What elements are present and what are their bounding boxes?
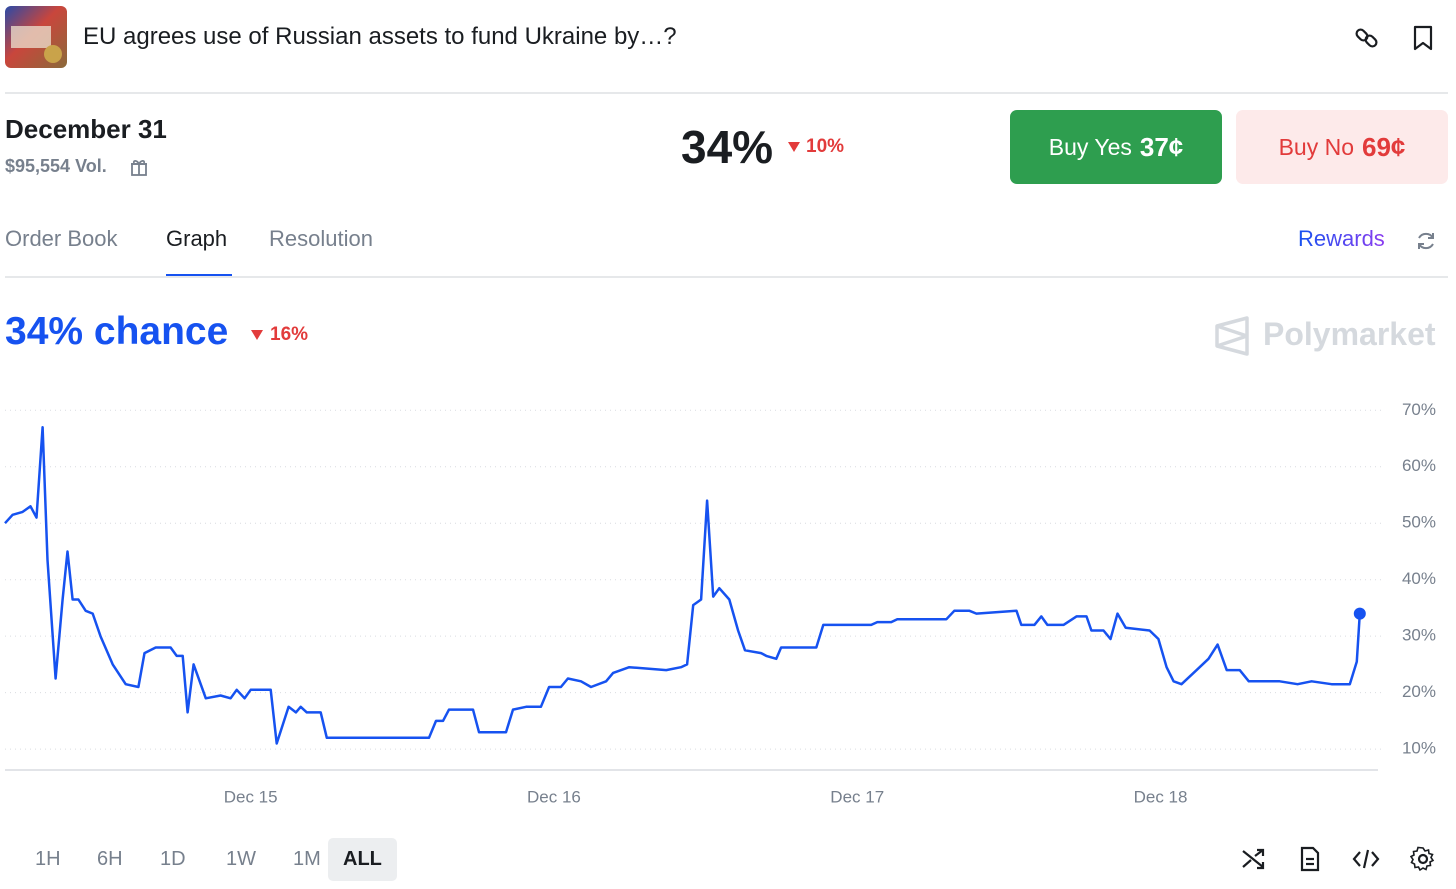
shuffle-icon[interactable] [1241,847,1267,871]
button-price: 37¢ [1139,131,1184,162]
link-icon[interactable] [1354,25,1380,51]
tab-underline [166,274,232,277]
y-tick-label: 70% [1402,400,1436,419]
range-button[interactable]: 1W [226,848,256,870]
range-button[interactable]: 1H [35,848,61,870]
chart: 10% 20% 30% 40% 50% 60% 70% Dec 15 Dec 16 Dec 17 D… [4,400,1436,806]
market-change: 10% [806,136,845,157]
bookmark-icon[interactable] [1411,24,1435,52]
y-tick-label: 10% [1402,739,1436,758]
button-price: 69¢ [1362,131,1406,162]
market-price: 34% [681,121,774,173]
x-tick-label: Dec 18 [1134,787,1188,806]
down-arrow [251,330,263,340]
embed-icon[interactable] [1352,847,1380,871]
watermark-logo [1215,316,1249,356]
tab[interactable]: Order Book [5,226,118,251]
buy-yes-button[interactable]: Buy Yes 37¢ [1010,110,1222,184]
market-volume: $95,554 Vol. [5,156,107,176]
market-date: December 31 [5,114,167,144]
refresh-icon[interactable] [1415,230,1437,252]
x-tick-label: Dec 17 [830,787,884,806]
price-line [4,425,1362,745]
last-point [1353,607,1366,620]
watermark: Polymarket [1263,316,1436,352]
y-tick-label: 50% [1402,513,1436,532]
tab[interactable]: Graph [166,226,228,251]
settings-icon[interactable] [1410,846,1436,872]
button-label: Buy No [1278,133,1355,160]
chance-headline: 34% chance [5,310,229,353]
y-tick-label: 60% [1402,456,1436,475]
gift-icon [131,159,147,176]
range-button[interactable]: 1D [160,848,186,870]
divider [5,92,1448,94]
market-thumbnail [5,6,67,68]
tab[interactable]: Resolution [269,226,373,251]
range-button[interactable]: ALL [328,838,397,881]
y-tick-label: 20% [1402,682,1436,701]
button-label: Buy Yes [1048,133,1132,160]
range-button[interactable]: 1M [293,848,321,870]
document-icon[interactable] [1298,846,1322,872]
buy-no-button[interactable]: Buy No 69¢ [1236,110,1448,184]
market-title: EU agrees use of Russian assets to fund … [83,23,677,50]
divider [5,276,1448,278]
chance-change: 16% [270,324,309,345]
x-tick-label: Dec 15 [224,787,278,806]
range-button[interactable]: 6H [97,848,123,870]
x-tick-label: Dec 16 [527,787,581,806]
y-tick-label: 40% [1402,569,1436,588]
down-arrow [788,142,800,152]
rewards-link[interactable]: Rewards [1298,226,1385,251]
y-tick-label: 30% [1402,626,1436,645]
